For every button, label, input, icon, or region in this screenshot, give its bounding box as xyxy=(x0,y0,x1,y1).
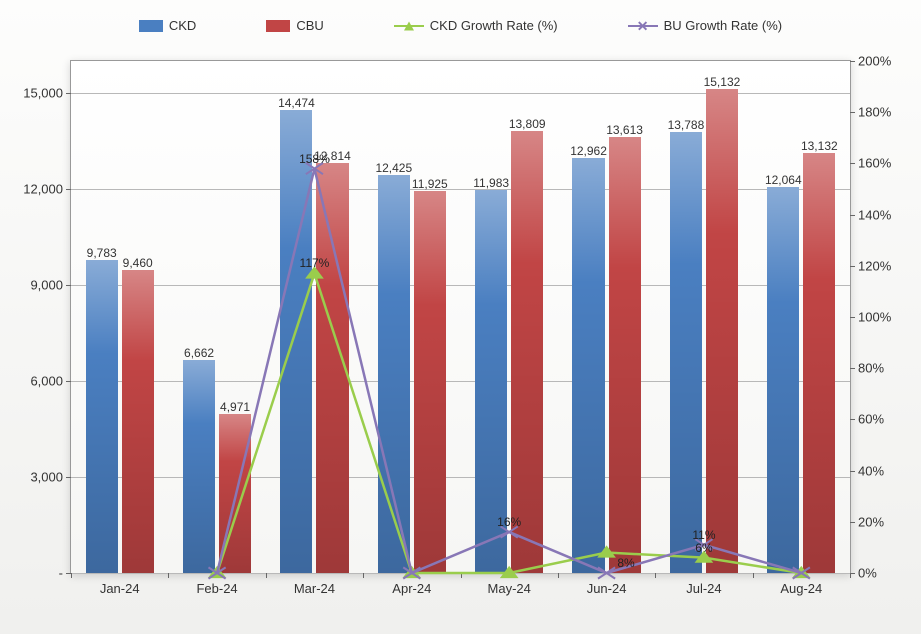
tick-bottom xyxy=(363,573,364,578)
bar-ckd xyxy=(183,360,215,573)
y-axis-right-label: 60% xyxy=(850,412,884,427)
legend-item-ckd-growth: CKD Growth Rate (%) xyxy=(394,18,558,33)
tick-bottom xyxy=(850,573,851,578)
chart-container: CKD CBU CKD Growth Rate (%) ✕ BU Growth … xyxy=(0,0,921,634)
triangle-marker-icon xyxy=(404,21,414,30)
x-axis-label: May-24 xyxy=(488,573,531,596)
legend-label-cbu: CBU xyxy=(296,18,323,33)
bar-cbu xyxy=(219,414,251,573)
x-axis-label: Jan-24 xyxy=(100,573,140,596)
y-axis-right-label: 140% xyxy=(850,207,891,222)
bar-cbu xyxy=(122,270,154,573)
bar-ckd xyxy=(670,132,702,573)
tick-bottom xyxy=(558,573,559,578)
y-axis-right-label: 120% xyxy=(850,258,891,273)
x-axis-label: Aug-24 xyxy=(780,573,822,596)
bar-cbu xyxy=(511,131,543,573)
y-axis-left-label: - xyxy=(59,566,71,581)
legend-swatch-bu-growth: ✕ xyxy=(628,20,658,32)
y-axis-left-label: 9,000 xyxy=(30,278,71,293)
bar-ckd xyxy=(767,187,799,573)
y-axis-right-label: 180% xyxy=(850,105,891,120)
x-axis-label: Feb-24 xyxy=(196,573,237,596)
y-axis-right-label: 20% xyxy=(850,514,884,529)
tick-bottom xyxy=(266,573,267,578)
tick-bottom xyxy=(71,573,72,578)
bar-ckd xyxy=(378,175,410,573)
legend-swatch-cbu xyxy=(266,20,290,32)
legend-label-ckd-growth: CKD Growth Rate (%) xyxy=(430,18,558,33)
y-axis-right-label: 200% xyxy=(850,54,891,69)
y-axis-right-label: 160% xyxy=(850,156,891,171)
x-axis-label: Jul-24 xyxy=(686,573,721,596)
y-axis-left-label: 6,000 xyxy=(30,374,71,389)
tick-bottom xyxy=(753,573,754,578)
bar-ckd xyxy=(86,260,118,573)
y-axis-left-label: 15,000 xyxy=(23,86,71,101)
x-axis-label: Mar-24 xyxy=(294,573,335,596)
y-axis-left-label: 3,000 xyxy=(30,470,71,485)
bar-ckd xyxy=(572,158,604,573)
legend-item-bu-growth: ✕ BU Growth Rate (%) xyxy=(628,18,782,33)
x-axis-label: Jun-24 xyxy=(587,573,627,596)
bar-cbu xyxy=(706,89,738,573)
y-axis-right-label: 100% xyxy=(850,310,891,325)
bar-ckd xyxy=(475,190,507,573)
legend: CKD CBU CKD Growth Rate (%) ✕ BU Growth … xyxy=(0,18,921,33)
legend-item-cbu: CBU xyxy=(266,18,323,33)
tick-bottom xyxy=(655,573,656,578)
legend-swatch-ckd-growth xyxy=(394,20,424,32)
tick-bottom xyxy=(461,573,462,578)
y-axis-right-label: 0% xyxy=(850,566,877,581)
bar-ckd xyxy=(280,110,312,573)
y-axis-right-label: 40% xyxy=(850,463,884,478)
bar-cbu xyxy=(316,163,348,573)
x-axis-label: Apr-24 xyxy=(392,573,431,596)
x-marker-icon: ✕ xyxy=(637,19,649,33)
bar-cbu xyxy=(414,191,446,573)
y-axis-left-label: 12,000 xyxy=(23,182,71,197)
legend-label-ckd: CKD xyxy=(169,18,196,33)
bar-cbu xyxy=(803,153,835,573)
legend-label-bu-growth: BU Growth Rate (%) xyxy=(664,18,782,33)
bars-layer xyxy=(71,61,850,573)
y-axis-right-label: 80% xyxy=(850,361,884,376)
plot-area: 9,7836,66214,47412,42511,98312,96213,788… xyxy=(70,60,851,574)
bar-cbu xyxy=(609,137,641,573)
legend-swatch-ckd xyxy=(139,20,163,32)
legend-item-ckd: CKD xyxy=(139,18,196,33)
tick-bottom xyxy=(168,573,169,578)
